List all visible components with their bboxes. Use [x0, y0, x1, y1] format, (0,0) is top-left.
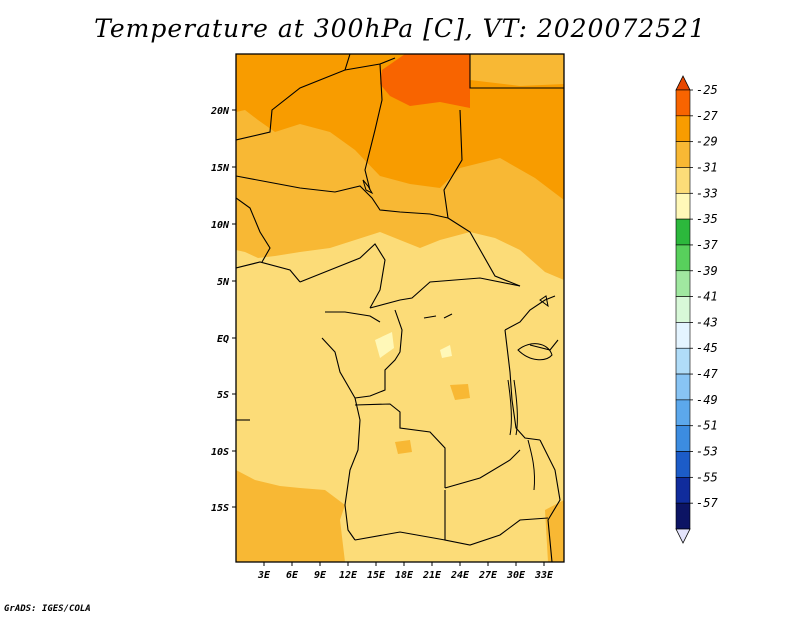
color-legend: -25 -27 -29 -31 -33 -35 -37 -39 -41 -43 -45 -47 -49 -…: [675, 75, 718, 544]
legend-swatch: [675, 89, 691, 117]
legend-swatch: [675, 347, 691, 375]
borders: [236, 54, 564, 562]
legend-swatch: [675, 192, 691, 220]
legend-label: -27: [696, 109, 718, 123]
lakes: [362, 179, 553, 491]
lat-label: 10N: [211, 220, 230, 231]
legend-label: -41: [696, 290, 718, 304]
legend-swatch: [675, 477, 691, 504]
legend-label: -55: [696, 470, 718, 484]
legend-label: -45: [696, 341, 718, 355]
legend-label: -33: [696, 186, 718, 200]
lon-label: 24E: [450, 570, 470, 581]
legend-cap-bottom: [675, 528, 691, 544]
lon-label: 33E: [534, 570, 554, 581]
legend-swatch: [675, 502, 691, 530]
lat-label: 20N: [210, 106, 230, 117]
legend-label: -39: [696, 264, 718, 278]
lat-label: 15S: [211, 503, 229, 514]
legend-label: -47: [696, 367, 718, 381]
footer-credit: GrADS: IGES/COLA: [4, 604, 91, 614]
legend-label: -31: [696, 160, 718, 174]
legend-swatch: [675, 322, 691, 349]
legend-swatch: [675, 451, 691, 478]
legend-label: -53: [696, 445, 718, 459]
legend-swatch: [675, 270, 691, 297]
legend-cap-top: [675, 75, 691, 91]
lon-label: 15E: [367, 570, 386, 581]
legend-swatch: [675, 399, 691, 427]
lat-label: 10S: [211, 447, 229, 458]
lon-label: 3E: [257, 570, 271, 581]
lat-label: 15N: [211, 163, 230, 174]
lon-label: 9E: [314, 570, 327, 581]
lon-label: 21E: [422, 570, 442, 581]
legend-label: -25: [696, 83, 718, 97]
legend-label: -35: [696, 212, 718, 226]
lon-label: 18E: [395, 570, 414, 581]
legend-label: -29: [696, 135, 718, 149]
legend-swatch: [675, 141, 691, 168]
legend-swatch: [675, 115, 691, 142]
lon-label: 27E: [478, 570, 498, 581]
legend-swatch: [675, 425, 691, 452]
lon-label: 12E: [339, 570, 358, 581]
legend-label: -57: [696, 496, 718, 510]
legend-label: -37: [696, 238, 718, 252]
legend-label: -51: [696, 419, 718, 433]
legend-label: -43: [696, 315, 718, 329]
lat-label: 5N: [217, 277, 230, 288]
legend-swatch: [675, 244, 691, 272]
lat-label: EQ: [217, 334, 229, 345]
legend-swatch: [675, 218, 691, 246]
map-title: Temperature at 300hPa [C], VT: 202007252…: [94, 14, 706, 43]
legend-swatch: [675, 296, 691, 323]
temperature-field: [236, 54, 564, 562]
legend-swatch: [675, 373, 691, 401]
legend-label: -49: [696, 393, 718, 407]
lon-label: 6E: [286, 570, 299, 581]
legend-swatch: [675, 167, 691, 194]
lat-label: 5S: [217, 390, 229, 401]
lon-label: 30E: [506, 570, 526, 581]
